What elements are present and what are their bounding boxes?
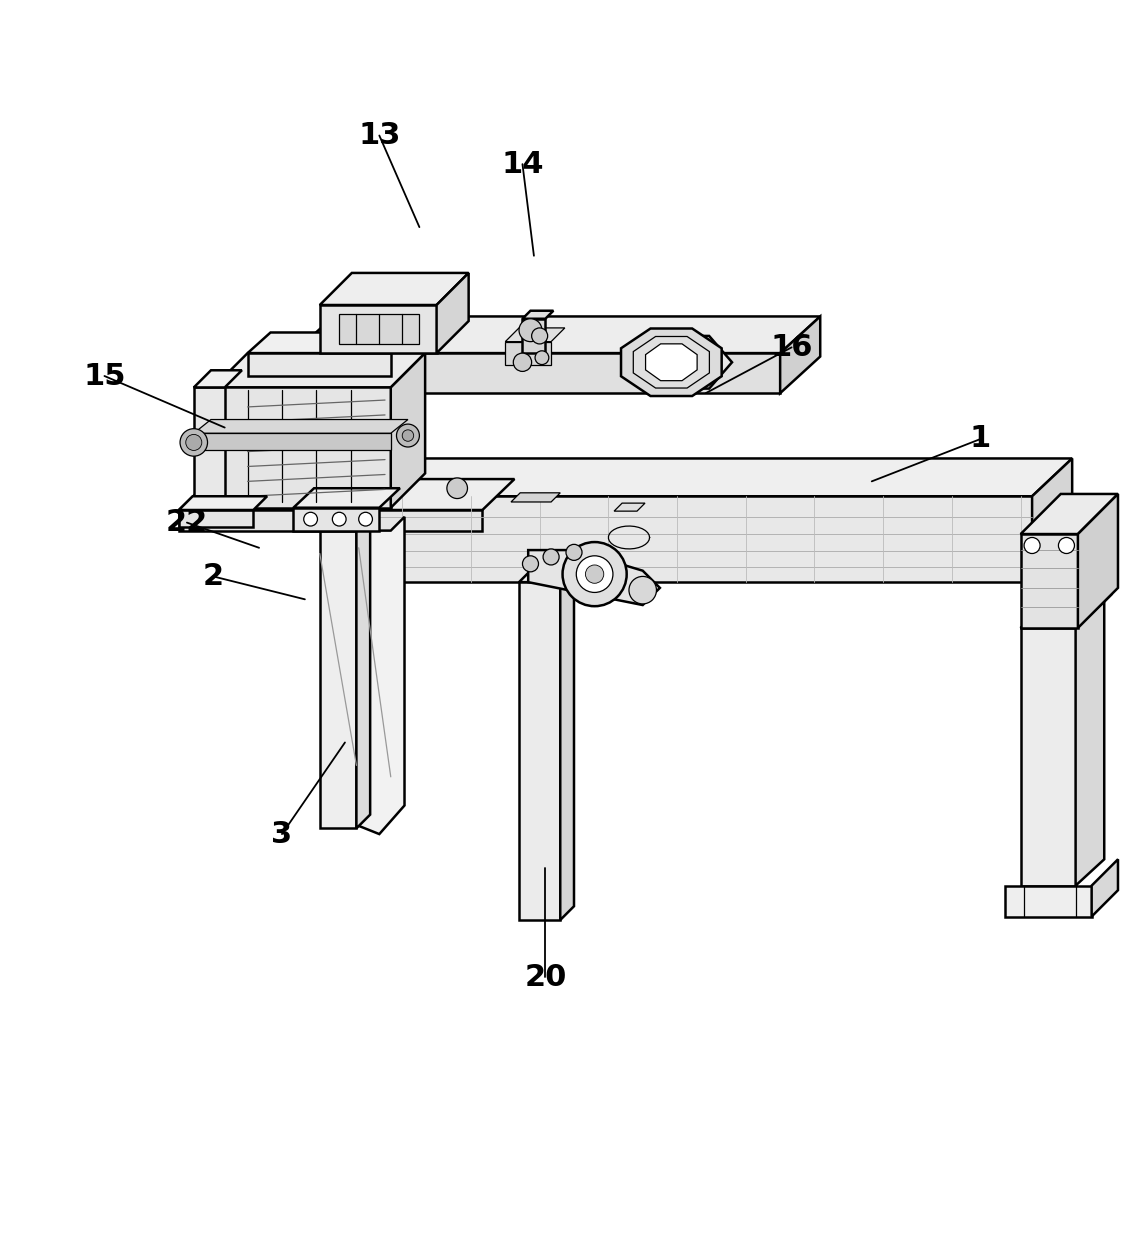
Circle shape: [535, 351, 549, 365]
Text: 15: 15: [83, 361, 126, 391]
Polygon shape: [505, 328, 565, 342]
Polygon shape: [560, 568, 574, 920]
Polygon shape: [214, 353, 425, 387]
Text: 3: 3: [271, 820, 293, 848]
Text: 20: 20: [525, 963, 567, 991]
Polygon shape: [294, 508, 379, 530]
Polygon shape: [1021, 494, 1118, 534]
Polygon shape: [320, 272, 468, 305]
Polygon shape: [194, 370, 242, 387]
Text: 16: 16: [770, 333, 813, 361]
Text: 14: 14: [502, 149, 544, 179]
Polygon shape: [1021, 593, 1112, 628]
Polygon shape: [621, 328, 722, 396]
Polygon shape: [519, 568, 574, 582]
Polygon shape: [1032, 459, 1072, 582]
Polygon shape: [179, 510, 482, 530]
Text: 1: 1: [970, 424, 991, 454]
Circle shape: [447, 478, 467, 498]
Circle shape: [1058, 538, 1075, 554]
Polygon shape: [1078, 494, 1118, 628]
Circle shape: [563, 543, 627, 607]
Polygon shape: [1021, 628, 1076, 885]
Polygon shape: [294, 317, 820, 353]
Circle shape: [396, 424, 419, 448]
Circle shape: [304, 512, 318, 526]
Polygon shape: [1004, 885, 1092, 916]
Circle shape: [402, 430, 413, 441]
Polygon shape: [194, 433, 390, 450]
Polygon shape: [248, 333, 413, 353]
Text: 2: 2: [203, 562, 224, 591]
Polygon shape: [1092, 859, 1118, 916]
Circle shape: [180, 429, 208, 456]
Polygon shape: [320, 517, 370, 530]
Polygon shape: [528, 550, 660, 605]
Polygon shape: [294, 353, 781, 393]
Polygon shape: [511, 493, 560, 502]
Polygon shape: [522, 311, 553, 319]
Circle shape: [1024, 538, 1040, 554]
Circle shape: [585, 565, 604, 583]
Circle shape: [532, 328, 548, 344]
Polygon shape: [505, 342, 551, 365]
Polygon shape: [194, 387, 225, 508]
Polygon shape: [781, 317, 820, 393]
Polygon shape: [1021, 534, 1078, 628]
Polygon shape: [390, 353, 425, 508]
Polygon shape: [350, 459, 1072, 496]
Polygon shape: [214, 387, 390, 508]
Circle shape: [566, 544, 582, 560]
Polygon shape: [436, 272, 468, 353]
Polygon shape: [634, 335, 732, 388]
Polygon shape: [522, 319, 545, 353]
Circle shape: [522, 556, 538, 572]
Polygon shape: [1076, 602, 1104, 885]
Polygon shape: [248, 353, 390, 376]
Circle shape: [186, 434, 202, 450]
Circle shape: [629, 576, 657, 604]
Circle shape: [543, 549, 559, 565]
Polygon shape: [320, 305, 436, 353]
Polygon shape: [179, 480, 514, 510]
Polygon shape: [350, 496, 1032, 582]
Circle shape: [519, 319, 542, 342]
Polygon shape: [356, 517, 370, 829]
Polygon shape: [179, 510, 254, 528]
Polygon shape: [1021, 602, 1104, 628]
Circle shape: [358, 512, 372, 526]
Polygon shape: [294, 488, 400, 508]
Polygon shape: [339, 314, 419, 344]
Polygon shape: [320, 530, 356, 829]
Polygon shape: [645, 344, 697, 381]
Polygon shape: [519, 582, 560, 920]
Polygon shape: [194, 419, 408, 433]
Circle shape: [333, 512, 346, 526]
Text: 13: 13: [358, 121, 401, 150]
Polygon shape: [634, 337, 709, 388]
Circle shape: [576, 556, 613, 592]
Polygon shape: [179, 496, 267, 510]
Text: 22: 22: [165, 508, 208, 538]
Polygon shape: [356, 517, 404, 834]
Circle shape: [513, 353, 532, 371]
Polygon shape: [614, 503, 645, 512]
